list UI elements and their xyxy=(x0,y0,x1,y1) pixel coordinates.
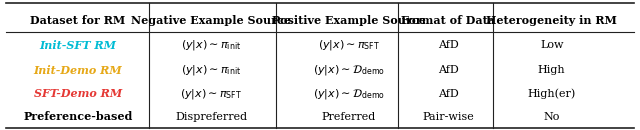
Text: $(y|x) \sim \pi_{\mathrm{init}}$: $(y|x) \sim \pi_{\mathrm{init}}$ xyxy=(181,38,241,53)
Text: Init-SFT RM: Init-SFT RM xyxy=(40,40,116,51)
Text: AfD: AfD xyxy=(438,89,458,99)
Text: Dataset for RM: Dataset for RM xyxy=(31,15,125,26)
Text: $(y|x) \sim \pi_{\mathrm{SFT}}$: $(y|x) \sim \pi_{\mathrm{SFT}}$ xyxy=(180,87,243,101)
Text: Negative Example Source: Negative Example Source xyxy=(131,15,291,26)
Text: $(y|x) \sim \mathcal{D}_{\mathrm{demo}}$: $(y|x) \sim \mathcal{D}_{\mathrm{demo}}$ xyxy=(313,63,385,77)
Text: AfD: AfD xyxy=(438,41,458,50)
Text: Init-Demo RM: Init-Demo RM xyxy=(34,65,122,76)
Text: $(y|x) \sim \mathcal{D}_{\mathrm{demo}}$: $(y|x) \sim \mathcal{D}_{\mathrm{demo}}$ xyxy=(313,87,385,101)
Text: No: No xyxy=(543,112,560,122)
Text: Pair-wise: Pair-wise xyxy=(422,112,474,122)
Text: Heterogeneity in RM: Heterogeneity in RM xyxy=(486,15,617,26)
Text: Low: Low xyxy=(540,41,563,50)
Text: Dispreferred: Dispreferred xyxy=(175,112,247,122)
Text: SFT-Demo RM: SFT-Demo RM xyxy=(34,88,122,99)
Text: High: High xyxy=(538,65,566,75)
Text: Preferred: Preferred xyxy=(322,112,376,122)
Text: High(er): High(er) xyxy=(527,88,576,99)
Text: $(y|x) \sim \pi_{\mathrm{SFT}}$: $(y|x) \sim \pi_{\mathrm{SFT}}$ xyxy=(317,38,380,53)
Text: Format of Data: Format of Data xyxy=(401,15,495,26)
Text: Positive Example Source: Positive Example Source xyxy=(272,15,426,26)
Text: AfD: AfD xyxy=(438,65,458,75)
Text: $(y|x) \sim \pi_{\mathrm{init}}$: $(y|x) \sim \pi_{\mathrm{init}}$ xyxy=(181,63,241,77)
Text: Preference-based: Preference-based xyxy=(24,112,132,122)
